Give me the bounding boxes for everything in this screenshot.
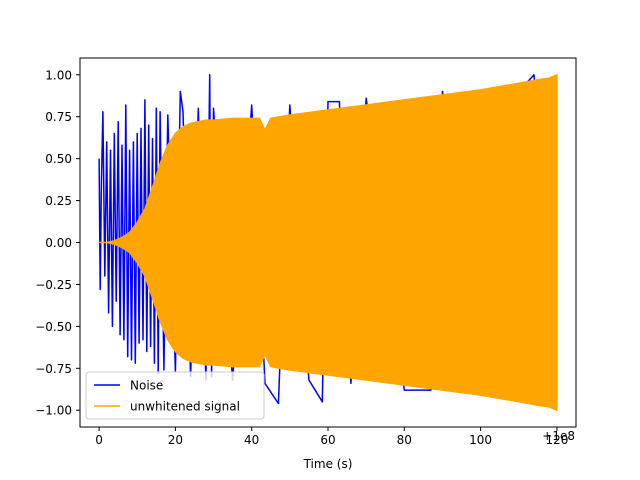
y-tick-label: 0.50: [45, 152, 72, 166]
legend-label-noise: Noise: [130, 379, 163, 393]
x-tick-label: 120: [545, 433, 568, 447]
axes-layer: 0 20 40 60 80 100 120 −1.00 −0.75 −0.50 −0.25 0.00 0…: [35, 57, 577, 447]
x-tick-label: 40: [244, 433, 259, 447]
x-tick-label: 20: [168, 433, 183, 447]
x-tick-label: 80: [397, 433, 412, 447]
unwhitened-signal-series: [98, 74, 558, 411]
legend-label-signal: unwhitened signal: [130, 400, 240, 414]
y-tick-label: −0.50: [35, 320, 72, 334]
y-tick-label: 0.00: [45, 236, 72, 250]
plot-layer: [98, 74, 558, 411]
x-axis-label: Time (s): [303, 457, 353, 471]
y-tick-label: 1.00: [45, 68, 72, 82]
y-tick-label: 0.75: [45, 110, 72, 124]
y-tick-label: −1.00: [35, 404, 72, 418]
x-tick-label: 60: [320, 433, 335, 447]
legend: Noise unwhitened signal: [85, 371, 265, 420]
x-tick-label: 100: [469, 433, 492, 447]
x-tick-label: 0: [95, 433, 103, 447]
x-offset-label: +1e8: [542, 429, 575, 443]
y-tick-label: 0.25: [45, 194, 72, 208]
legend-frame: [85, 371, 265, 420]
y-tick-label: −0.75: [35, 362, 72, 376]
y-tick-label: −0.25: [35, 278, 72, 292]
